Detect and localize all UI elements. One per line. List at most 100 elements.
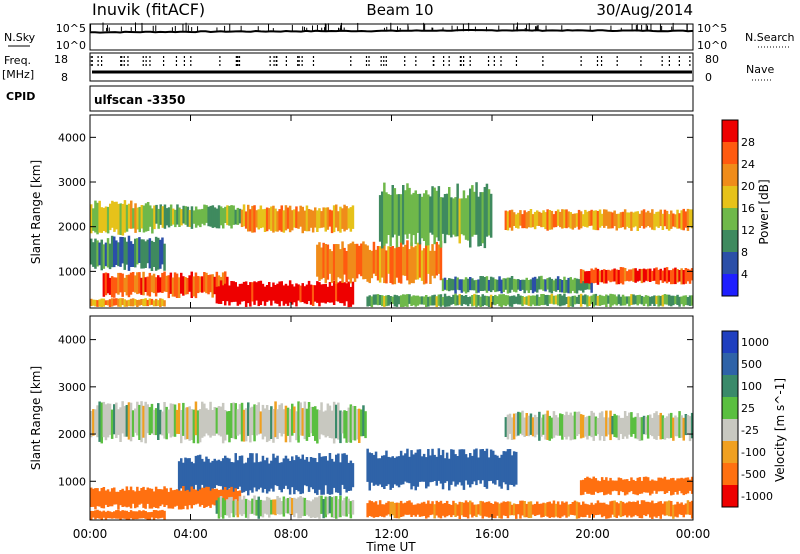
heatmap-cell (487, 279, 491, 291)
power-heatmap (90, 182, 694, 308)
heatmap-cell (473, 280, 476, 291)
heatmap-cell (192, 409, 196, 444)
cpid-panel-frame (89, 85, 694, 112)
heatmap-cell (90, 487, 93, 507)
heatmap-cell (180, 458, 183, 489)
heatmap-cell (634, 481, 637, 495)
heatmap-cell (586, 279, 589, 290)
heatmap-cell (159, 409, 162, 435)
heatmap-cell (684, 477, 688, 495)
heatmap-cell (230, 281, 233, 303)
heatmap-cell (678, 213, 681, 229)
heatmap-cell (579, 276, 583, 291)
heatmap-cell (274, 208, 277, 232)
heatmap-cell (140, 205, 144, 229)
heatmap-cell (466, 297, 470, 307)
heatmap-cell (278, 462, 281, 490)
heatmap-cell (238, 283, 242, 305)
heatmap-cell (462, 295, 466, 305)
heatmap-cell (533, 211, 537, 230)
heatmap-cell (259, 411, 263, 434)
heatmap-cell (332, 205, 336, 233)
heatmap-cell (272, 409, 275, 443)
heatmap-cell (131, 410, 135, 437)
heatmap-cell (632, 417, 635, 434)
heatmap-cell (104, 242, 108, 267)
heatmap-cell (649, 414, 652, 435)
heatmap-cell (448, 278, 451, 292)
heatmap-cell (448, 187, 451, 236)
heatmap-cell (234, 209, 237, 225)
heatmap-cell (393, 294, 397, 307)
heatmap-cell (215, 271, 219, 293)
heatmap-cell (268, 282, 271, 301)
heatmap-cell (94, 510, 97, 520)
date-title: 30/Aug/2014 (596, 1, 693, 19)
nsky-tick-bottom: 10^0 (56, 39, 86, 52)
colorbar-tick-label: 28 (741, 136, 755, 149)
heatmap-cell (104, 511, 108, 520)
heatmap-cell (144, 241, 147, 268)
heatmap-cell (161, 206, 165, 228)
heatmap-cell (383, 243, 386, 284)
cpid-label: CPID (6, 90, 35, 103)
heatmap-cell (531, 504, 535, 515)
heatmap-cell (232, 402, 235, 439)
heatmap-cell (607, 417, 610, 435)
heatmap-cell (345, 283, 348, 302)
heatmap-cell (244, 281, 248, 307)
heatmap-cell (343, 282, 346, 306)
heatmap-cell (655, 211, 658, 227)
heatmap-cell (565, 209, 568, 229)
heatmap-cell (661, 478, 665, 492)
heatmap-cell (479, 276, 482, 291)
heatmap-cell (676, 269, 679, 283)
heatmap-cell (567, 414, 570, 437)
heatmap-cell (502, 501, 505, 516)
nsky-trace (89, 28, 694, 34)
heatmap-cell (272, 205, 275, 233)
heatmap-cell (366, 296, 369, 307)
heatmap-cell (462, 449, 466, 490)
freq-tick-bottom: 8 (61, 71, 68, 84)
heatmap-cell (165, 488, 168, 506)
heatmap-cell (374, 501, 378, 517)
heatmap-cell (546, 410, 549, 440)
heatmap-cell (291, 403, 294, 436)
heatmap-cell (123, 510, 126, 519)
heatmap-cell (506, 414, 510, 440)
heatmap-cell (682, 417, 685, 441)
heatmap-cell (626, 212, 629, 227)
heatmap-cell (427, 194, 430, 246)
heatmap-cell (343, 497, 346, 517)
heatmap-cell (460, 295, 464, 306)
heatmap-cell (561, 295, 564, 306)
heatmap-cell (163, 204, 167, 229)
heatmap-cell (370, 250, 374, 279)
colorbar-swatch (722, 397, 738, 420)
heatmap-cell (299, 496, 302, 519)
heatmap-cell (316, 210, 319, 232)
heatmap-cell (305, 284, 309, 305)
heatmap-cell (663, 417, 667, 440)
heatmap-cell (481, 449, 484, 481)
heatmap-cell (653, 295, 656, 306)
heatmap-cell (169, 272, 173, 294)
heatmap-cell (142, 486, 145, 508)
heatmap-cell (372, 241, 376, 274)
heatmap-cell (152, 273, 156, 294)
heatmap-cell (131, 511, 135, 520)
heatmap-cell (142, 205, 146, 233)
heatmap-cell (291, 498, 294, 515)
heatmap-cell (429, 455, 432, 483)
heatmap-cell (349, 207, 353, 232)
heatmap-cell (295, 283, 298, 307)
heatmap-cell (148, 512, 152, 520)
heatmap-cell (249, 407, 252, 443)
heatmap-cell (337, 211, 340, 232)
heatmap-cell (320, 247, 323, 280)
heatmap-cell (230, 486, 233, 507)
heatmap-cell (657, 477, 660, 492)
heatmap-cell (345, 251, 348, 283)
heatmap-cell (322, 242, 325, 278)
